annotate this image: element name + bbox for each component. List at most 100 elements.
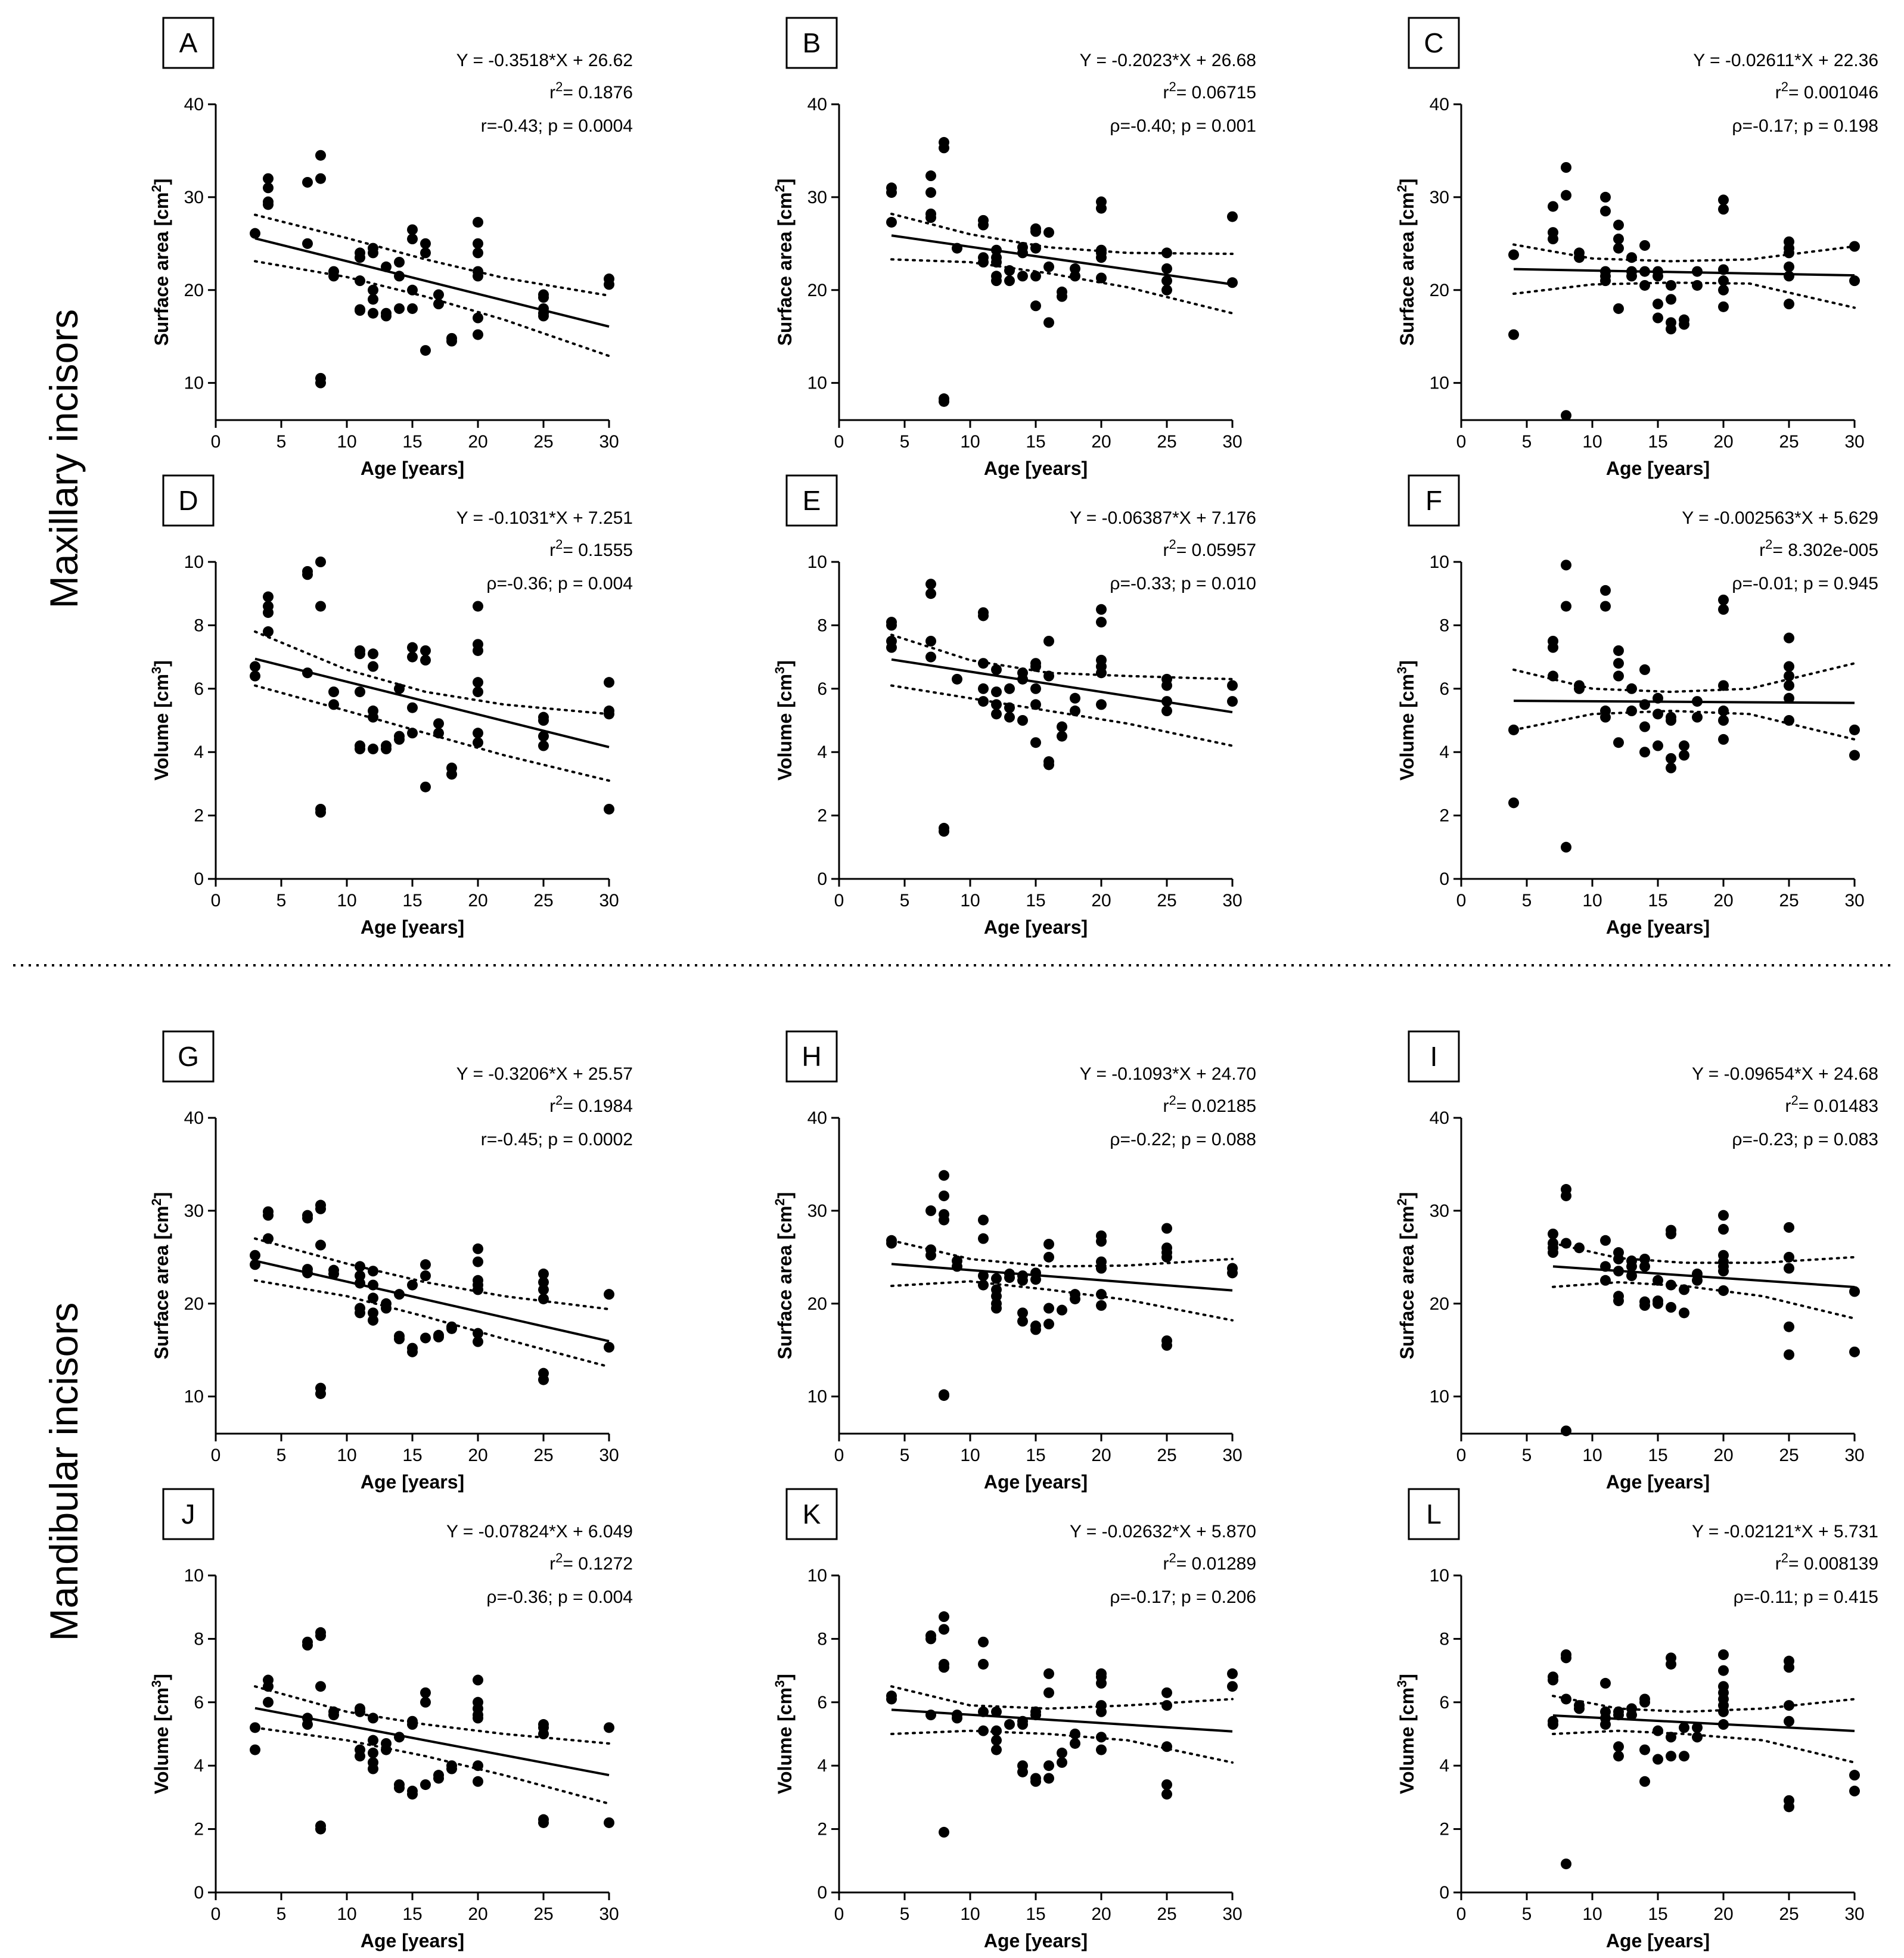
data-point — [302, 565, 313, 577]
data-point — [302, 1264, 313, 1275]
y-tick-label: 10 — [807, 1387, 827, 1407]
x-tick-label: 25 — [1779, 1904, 1799, 1924]
data-point — [263, 591, 274, 602]
regression-line — [891, 658, 1233, 714]
panel-letter-box — [1408, 1488, 1460, 1540]
data-point — [1600, 705, 1611, 717]
data-point — [1600, 585, 1611, 596]
y-tick-label: 0 — [1439, 1883, 1449, 1903]
data-point — [886, 617, 897, 628]
data-point — [420, 1332, 431, 1344]
data-point — [939, 396, 949, 407]
x-tick-label: 20 — [468, 1904, 487, 1924]
data-point — [1718, 680, 1729, 691]
data-point — [368, 243, 378, 254]
data-point — [1548, 636, 1558, 647]
data-point — [1626, 252, 1637, 263]
data-point — [1057, 1747, 1067, 1758]
x-tick-label: 20 — [1713, 432, 1733, 452]
data-point — [355, 740, 365, 751]
x-tick-label: 10 — [1582, 1446, 1602, 1465]
data-point — [1613, 303, 1624, 314]
y-tick-label: 40 — [184, 1108, 204, 1128]
data-point — [1626, 683, 1637, 694]
data-point — [1626, 1703, 1637, 1714]
data-point — [394, 1289, 405, 1300]
data-point — [1613, 645, 1624, 656]
data-point — [263, 1206, 274, 1217]
data-point — [302, 667, 313, 679]
data-point — [250, 1259, 260, 1270]
y-tick-label: 10 — [807, 552, 827, 572]
data-point — [1561, 1693, 1571, 1705]
data-point — [538, 1284, 549, 1295]
x-tick-label: 15 — [402, 1904, 422, 1924]
ci-band-lower — [890, 684, 1234, 747]
data-point — [604, 1289, 614, 1300]
data-point — [315, 377, 326, 389]
data-point — [1653, 708, 1663, 720]
data-point — [1574, 1700, 1585, 1711]
data-point — [1600, 1235, 1611, 1246]
data-point — [1030, 271, 1041, 282]
data-point — [473, 216, 483, 228]
correlation-stat: ρ=-0.01; p = 0.945 — [1732, 574, 1878, 593]
y-tick-label: 4 — [194, 1756, 204, 1776]
regression-equation: Y = -0.3518*X + 26.62 — [456, 51, 633, 70]
panel-letter-box — [162, 17, 215, 69]
data-point — [1574, 1242, 1585, 1254]
x-tick-label: 20 — [468, 891, 487, 910]
x-tick-label: 20 — [1091, 432, 1111, 452]
panel-letter-box — [1408, 474, 1460, 527]
data-point — [1017, 1715, 1028, 1727]
data-point — [538, 1276, 549, 1288]
data-point — [991, 244, 1002, 256]
data-point — [433, 718, 444, 729]
data-point — [263, 173, 274, 184]
data-point — [886, 1690, 897, 1702]
data-point — [315, 1199, 326, 1211]
ci-band-lower — [1552, 1729, 1856, 1764]
ci-band-lower — [890, 1280, 1234, 1322]
data-point — [1030, 243, 1041, 254]
data-point — [1600, 1706, 1611, 1717]
data-point — [538, 1719, 549, 1730]
data-point — [1030, 1706, 1041, 1717]
y-tick-label: 10 — [184, 1387, 204, 1407]
x-tick-label: 10 — [1582, 891, 1602, 910]
data-point — [328, 699, 339, 710]
data-point — [1666, 1279, 1676, 1291]
x-tick-label: 15 — [402, 891, 422, 910]
panel-letter: K — [803, 1499, 821, 1530]
ci-band-lower — [254, 1279, 610, 1368]
y-tick-label: 0 — [817, 869, 827, 889]
y-axis-title: Surface area [cm2] — [772, 1192, 796, 1360]
data-point — [1666, 1652, 1676, 1664]
data-point — [991, 1725, 1002, 1736]
y-tick-label: 4 — [1439, 1756, 1449, 1776]
panel-letter-box — [785, 474, 838, 527]
data-point — [407, 1279, 418, 1291]
x-tick-label: 10 — [960, 891, 980, 910]
data-point — [473, 1696, 483, 1708]
data-point — [978, 215, 989, 226]
regression-equation: Y = -0.1031*X + 7.251 — [456, 508, 633, 528]
regression-equation: Y = -0.06387*X + 7.176 — [1070, 508, 1256, 528]
data-point — [1227, 277, 1238, 288]
data-point — [420, 1779, 431, 1791]
data-point — [1718, 1649, 1729, 1660]
data-point — [1548, 1228, 1558, 1239]
regression-line — [1513, 700, 1855, 704]
panel-letter: D — [178, 485, 198, 516]
regression-line — [1552, 1714, 1855, 1732]
data-point — [1784, 1349, 1794, 1360]
data-point — [328, 1264, 339, 1276]
x-tick-label: 20 — [1091, 1446, 1111, 1465]
x-axis-title: Age [years] — [1606, 916, 1710, 938]
data-point — [407, 284, 418, 296]
x-tick-label: 15 — [1648, 1904, 1667, 1924]
data-point — [1626, 1270, 1637, 1281]
